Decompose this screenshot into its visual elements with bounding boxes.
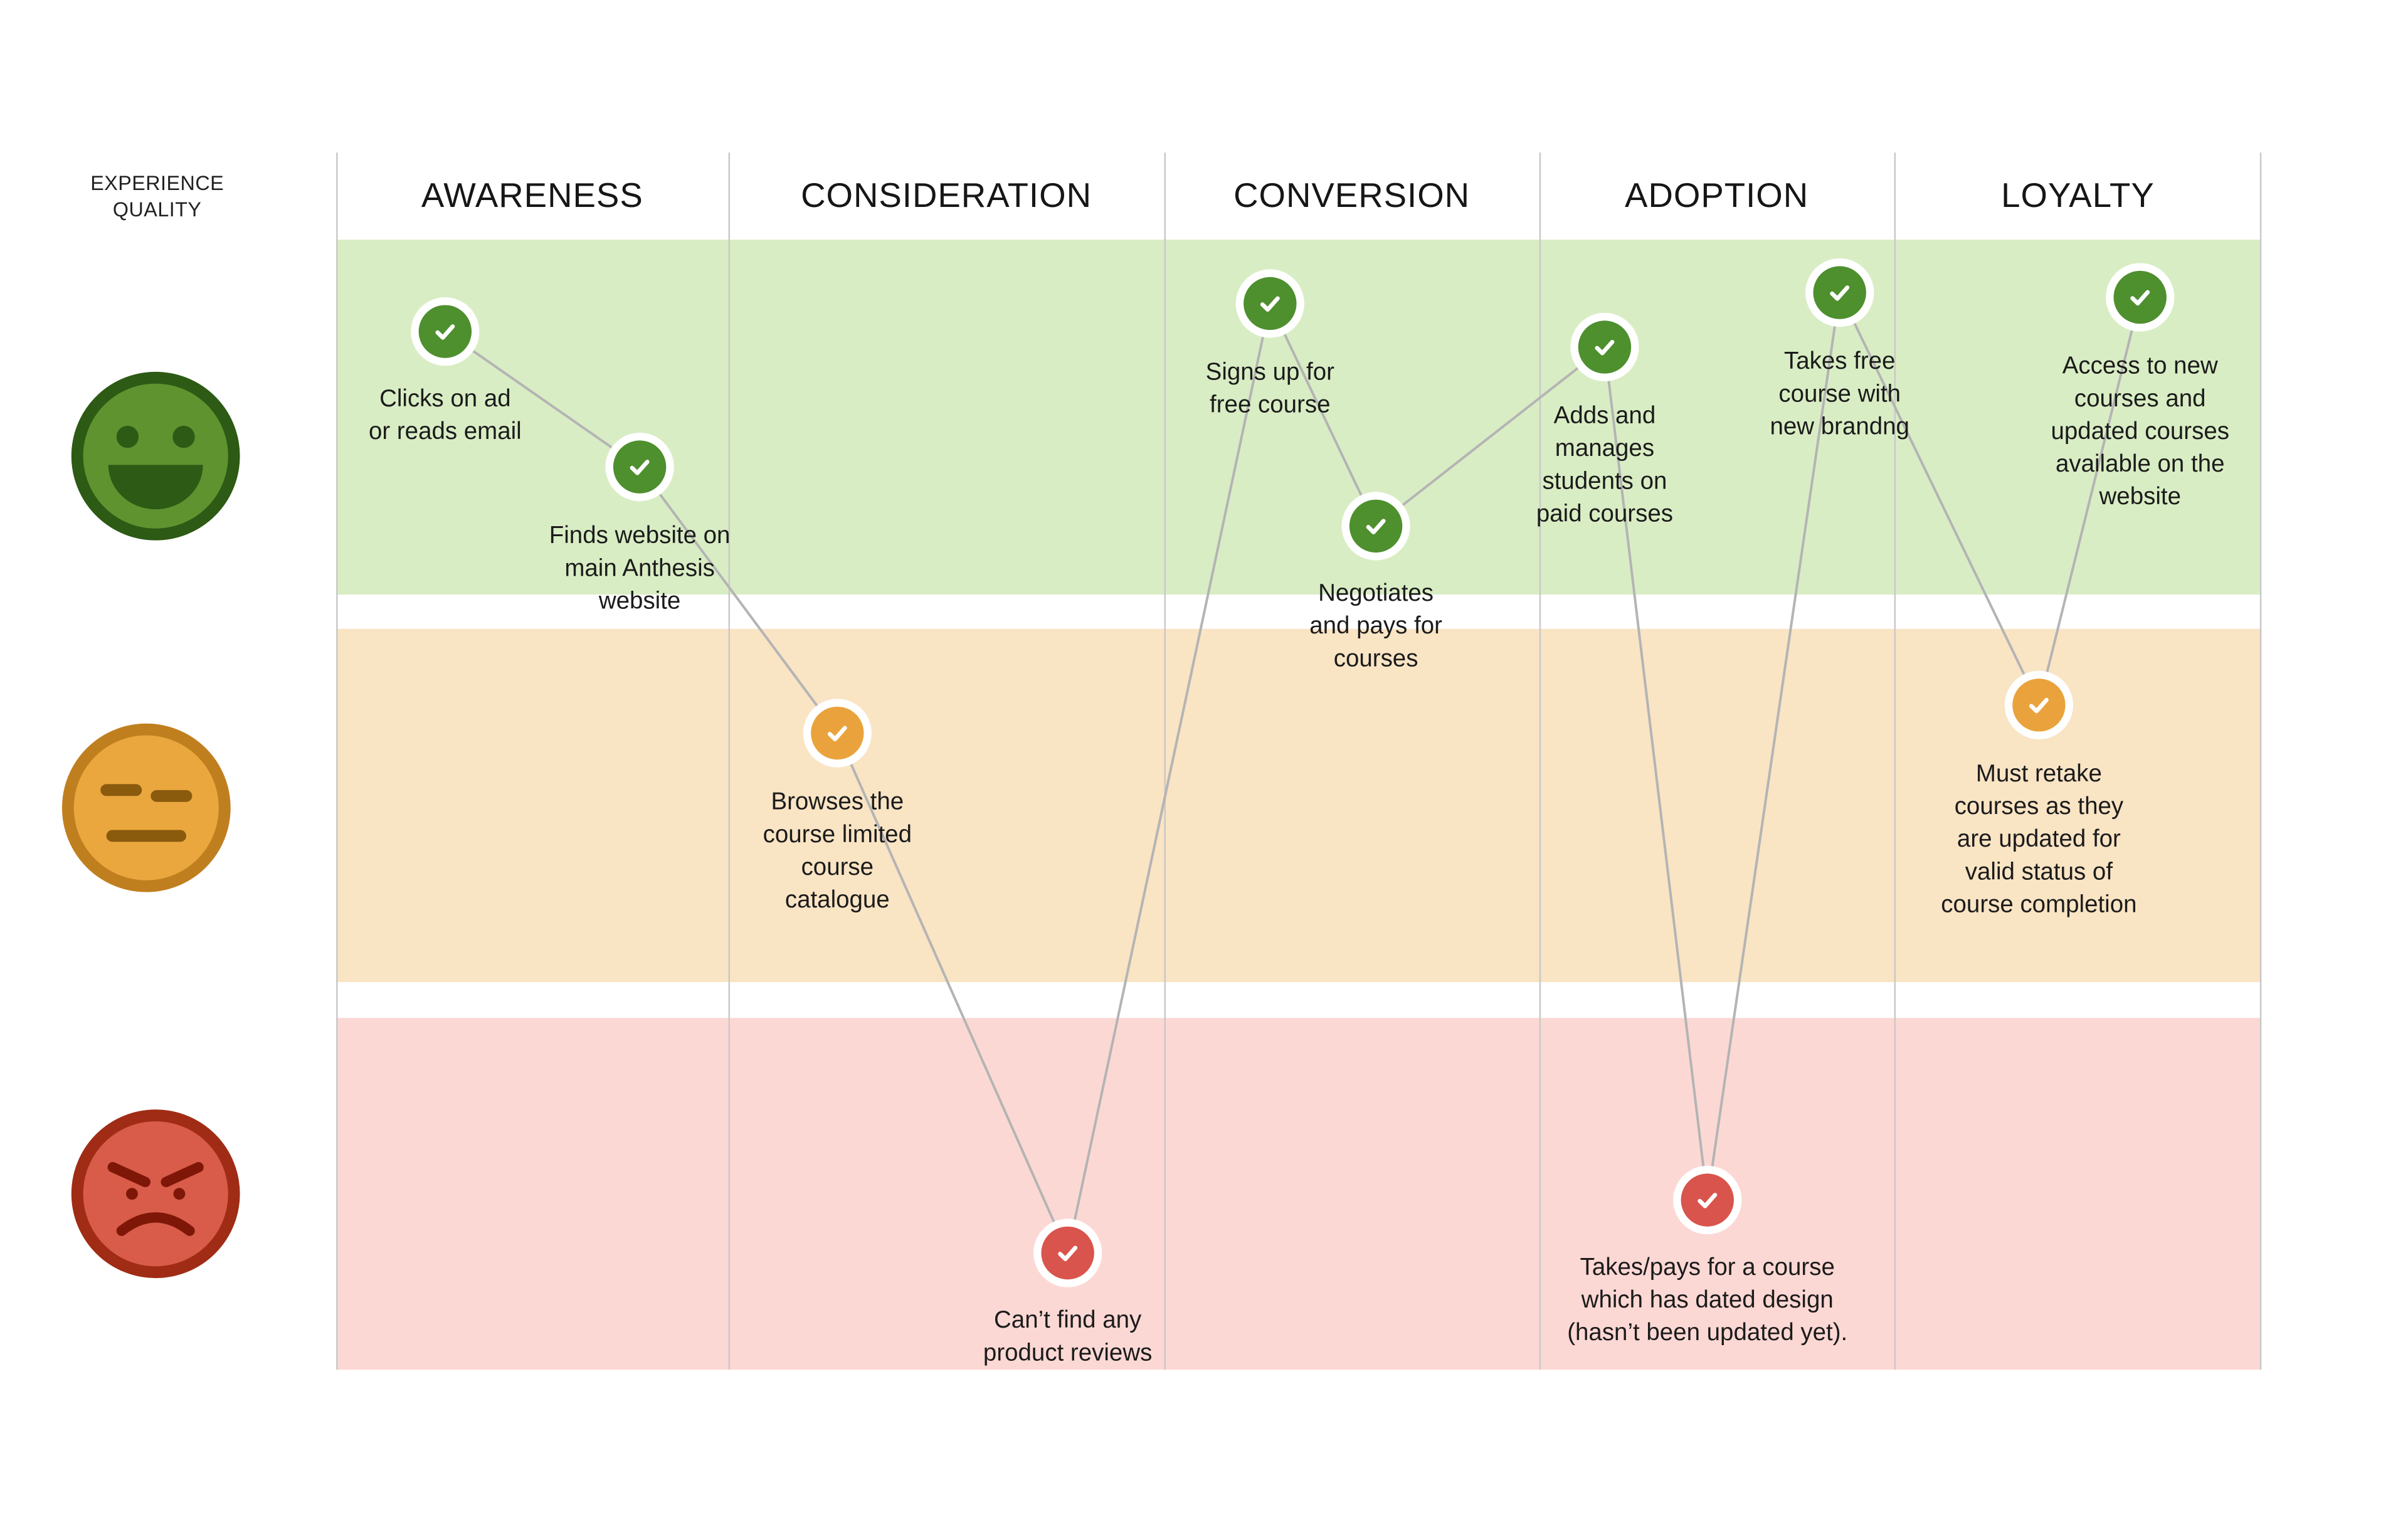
journey-node-label-4: Can’t find any product reviews [983, 1307, 1153, 1367]
node-disc [811, 706, 864, 760]
angry-face-icon [71, 1109, 240, 1279]
node-disc [2113, 270, 2167, 324]
journey-node-label-7: Adds and manages students on paid course… [1536, 403, 1673, 528]
stage-header-awareness: AWARENESS [421, 176, 643, 215]
column-divider [1894, 152, 1896, 1370]
stage-header-loyalty: LOYALTY [2001, 176, 2155, 215]
check-icon [2029, 697, 2049, 714]
journey-node-label-8: Takes/pays for a course which has dated … [1567, 1254, 1848, 1347]
node-disc [418, 305, 472, 358]
happy-face-icon [71, 371, 240, 541]
node-disc [1041, 1226, 1094, 1280]
journey-node-label-5: Signs up for free course [1205, 359, 1334, 419]
stage-header-adoption: ADOPTION [1625, 176, 1809, 215]
band-neutral [336, 628, 2262, 983]
journey-node-label-6: Negotiates and pays for courses [1309, 580, 1442, 673]
journey-node-11 [2004, 670, 2074, 739]
journey-node-4 [1033, 1218, 1102, 1287]
journey-node-label-1: Clicks on ad or reads email [368, 386, 522, 446]
node-disc [1349, 499, 1403, 553]
journey-node-label-10: Access to new courses and updated course… [2051, 353, 2229, 511]
stage-header-conversion: CONVERSION [1233, 176, 1471, 215]
journey-node-7 [1570, 312, 1639, 382]
journey-node-label-3: Browses the course limited course catalo… [763, 789, 912, 914]
column-divider [1539, 152, 1541, 1370]
check-icon [827, 726, 847, 742]
journey-node-label-2: Finds website on main Anthesis website [549, 522, 731, 615]
check-icon [1595, 339, 1615, 356]
experience-quality-label: EXPERIENCE QUALITY [90, 171, 224, 221]
node-disc [1813, 266, 1866, 319]
node-disc [2012, 679, 2066, 732]
node-disc [1681, 1173, 1734, 1227]
check-icon [1698, 1193, 1718, 1208]
journey-node-9 [1805, 258, 1874, 327]
check-icon [1260, 296, 1280, 312]
journey-node-10 [2106, 263, 2175, 332]
journey-node-5 [1235, 269, 1304, 338]
check-icon [2130, 290, 2150, 306]
node-disc [1244, 277, 1297, 330]
check-icon [1830, 285, 1850, 301]
check-icon [630, 460, 650, 475]
column-divider [728, 152, 731, 1370]
neutral-face-icon [61, 723, 231, 892]
node-disc [613, 440, 667, 494]
check-icon [435, 324, 455, 340]
node-disc [1578, 320, 1632, 374]
journey-node-8 [1673, 1166, 1742, 1235]
check-icon [1058, 1245, 1078, 1262]
check-icon [1366, 519, 1386, 534]
journey-node-2 [605, 432, 674, 502]
journey-node-1 [411, 297, 480, 366]
journey-node-label-11: Must retake courses as they are updated … [1941, 761, 2137, 919]
column-divider [2259, 152, 2262, 1370]
column-divider [336, 152, 338, 1370]
stage-header-consideration: CONSIDERATION [801, 176, 1092, 215]
column-divider [1164, 152, 1166, 1370]
journey-node-3 [803, 699, 872, 768]
band-negative [336, 1018, 2262, 1370]
journey-node-6 [1341, 492, 1410, 561]
journey-node-label-9: Takes free course with new brandng [1770, 348, 1909, 441]
